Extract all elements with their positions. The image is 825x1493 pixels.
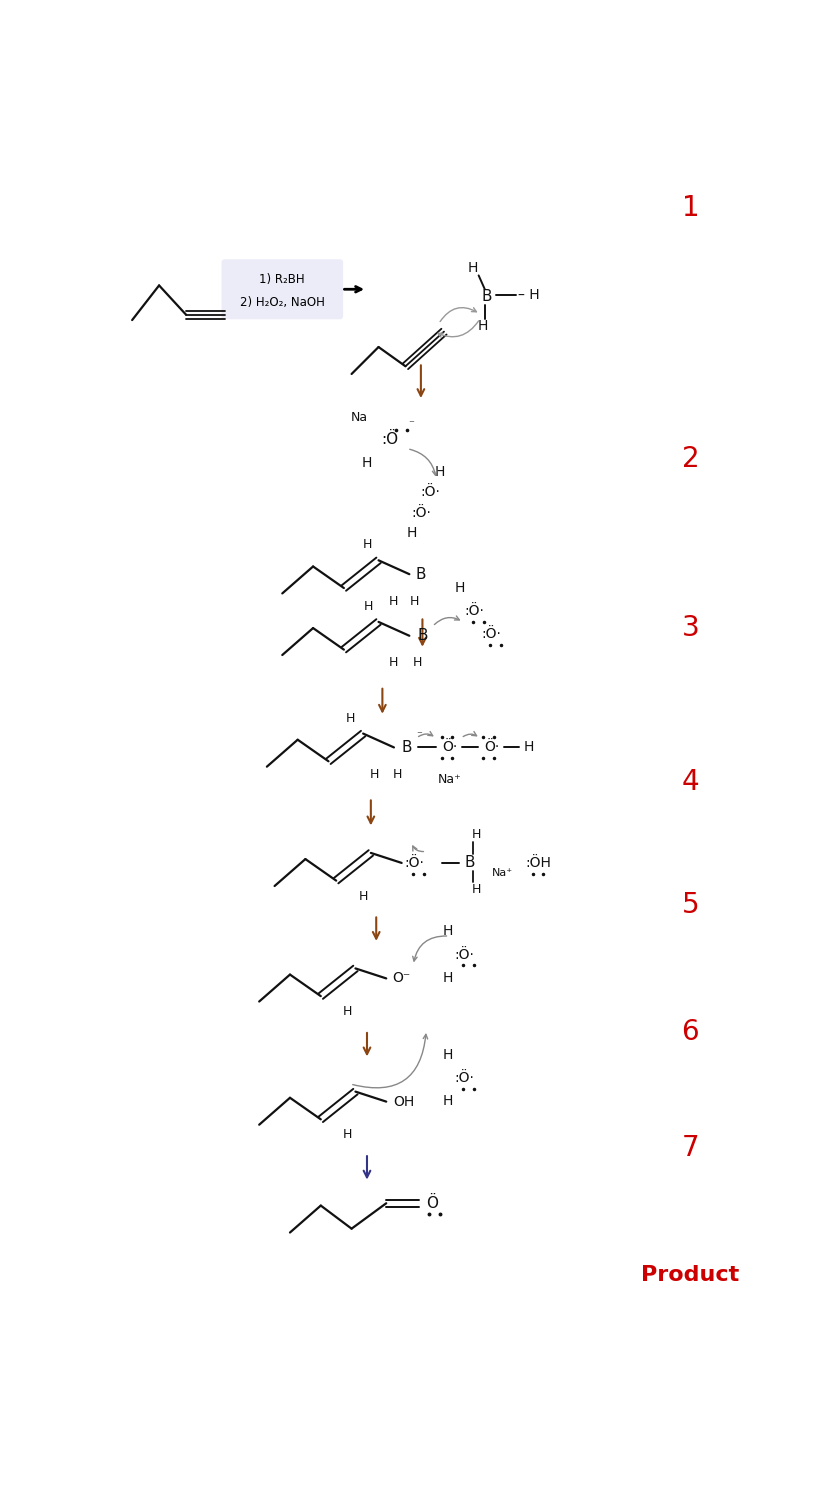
Text: B: B [416,567,427,582]
FancyArrowPatch shape [435,617,460,624]
Text: Na⁺: Na⁺ [492,867,513,878]
Text: 1: 1 [681,194,700,222]
Text: H: H [358,890,368,903]
Text: B: B [481,290,492,305]
FancyArrowPatch shape [438,321,478,337]
Text: O⁻: O⁻ [393,972,411,985]
Text: ⁻: ⁻ [417,730,422,741]
Text: H: H [407,527,417,540]
Text: :Ö·: :Ö· [411,506,431,520]
FancyBboxPatch shape [221,260,343,320]
FancyArrowPatch shape [412,936,446,961]
Text: H: H [362,539,372,551]
Text: H: H [443,970,453,985]
Text: B: B [417,629,427,643]
Text: H: H [524,741,534,754]
Text: Ö·: Ö· [442,741,458,754]
Text: :Ö·: :Ö· [455,948,474,961]
Text: OH: OH [394,1094,415,1109]
Text: H: H [389,657,398,669]
FancyArrowPatch shape [410,449,436,475]
Text: Product: Product [641,1265,739,1285]
Text: H: H [412,657,422,669]
Text: – H: – H [518,288,540,302]
Text: :Ö·: :Ö· [420,485,440,499]
Text: H: H [410,594,419,608]
Text: B: B [402,741,412,755]
FancyArrowPatch shape [418,732,432,736]
Text: ⁻: ⁻ [408,420,415,428]
Text: H: H [467,261,478,275]
Text: H: H [343,1129,352,1141]
Text: 2: 2 [681,445,700,473]
FancyArrowPatch shape [353,1035,427,1088]
Text: :Ö·: :Ö· [482,627,502,640]
Text: Ö·: Ö· [484,741,499,754]
Text: :Ö·: :Ö· [405,855,425,870]
Text: 3: 3 [681,614,700,642]
Text: H: H [472,829,481,841]
Text: H: H [393,767,403,781]
Text: H: H [478,320,488,333]
Text: Na⁺: Na⁺ [437,773,461,787]
Text: 1) R₂BH: 1) R₂BH [260,273,305,285]
Text: H: H [455,581,464,596]
Text: H: H [346,712,355,724]
FancyArrowPatch shape [440,308,476,321]
Text: H: H [343,1005,352,1018]
Text: H: H [362,455,372,469]
Text: H: H [443,924,453,939]
Text: :Ö·: :Ö· [464,605,485,618]
Text: 2) H₂O₂, NaOH: 2) H₂O₂, NaOH [240,296,325,309]
Text: 7: 7 [681,1133,700,1162]
Text: H: H [435,464,446,479]
Text: H: H [389,594,398,608]
Text: Ö: Ö [427,1196,438,1211]
Text: :ÖH: :ÖH [525,855,551,870]
Text: H: H [443,1094,453,1108]
FancyArrowPatch shape [463,732,477,736]
Text: H: H [472,884,481,896]
Text: H: H [443,1048,453,1062]
Text: 4: 4 [681,767,700,796]
Text: 6: 6 [681,1018,700,1047]
Text: :Ö·: :Ö· [455,1070,474,1085]
Text: B: B [465,855,475,870]
Text: Na: Na [351,412,368,424]
Text: 5: 5 [681,891,700,920]
FancyArrowPatch shape [412,847,423,851]
Text: H: H [370,767,380,781]
Text: H: H [364,600,373,614]
Text: :Ö: :Ö [381,431,398,446]
